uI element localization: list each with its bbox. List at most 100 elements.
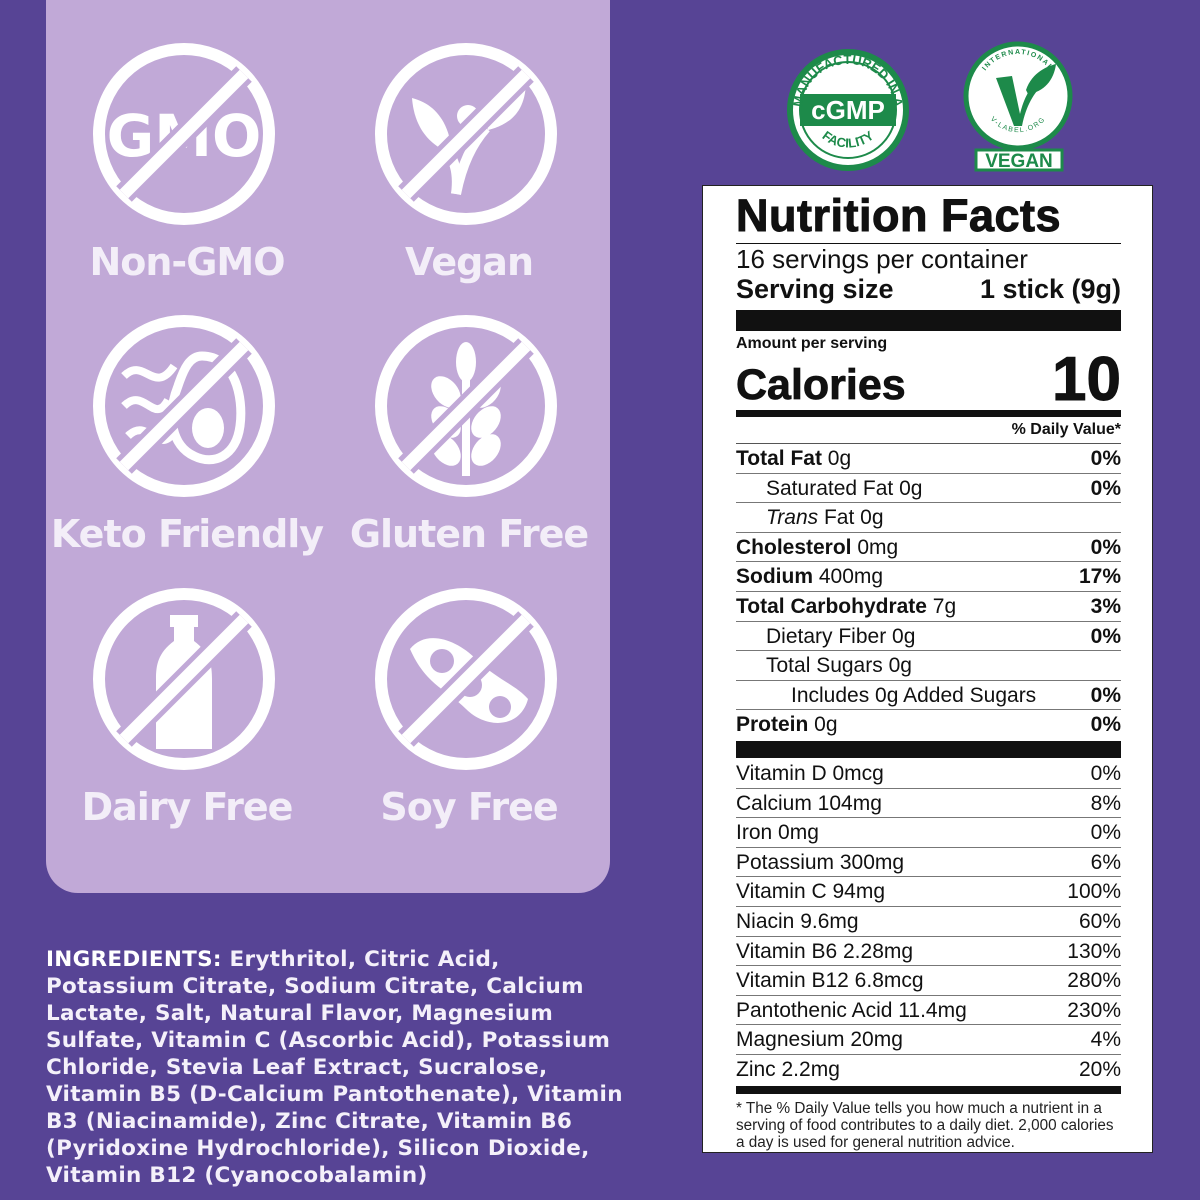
badge-vegan: Vegan (328, 0, 610, 284)
nutrition-facts-label: Nutrition Facts 16 servings per containe… (702, 185, 1153, 1153)
divider-medium (736, 410, 1121, 417)
vitamin-row: Zinc 2.2mg 20% (736, 1055, 1121, 1085)
nutrient-amount: 400mg (813, 565, 884, 589)
serving-size-value: 1 stick (9g) (979, 274, 1121, 304)
vitamin-row: Niacin 9.6mg 60% (736, 907, 1121, 937)
ingredients-list: INGREDIENTS: Erythritol, Citric Acid, Po… (46, 946, 626, 1189)
vitamin-name: Potassium 300mg (736, 850, 905, 874)
calories-row: Calories 10 (736, 345, 1122, 414)
badge-keto-friendly: Keto Friendly (46, 272, 328, 556)
cgmp-text: cGMP (811, 95, 885, 125)
nutrient-amount: 0g (821, 447, 852, 470)
wheat-icon (375, 315, 557, 497)
serving-size: Serving size 1 stick (9g) (736, 274, 1121, 304)
nutrient-row: Protein 0g 0% (736, 710, 1121, 740)
nutrient-name-italic: Trans (766, 506, 819, 530)
feature-panel: GMO Non-GMO Vegan Keto Friendly Gluten Free D… (46, 0, 610, 893)
nutrient-name: Saturated Fat 0g (766, 476, 923, 500)
nutrient-row: Total Carbohydrate 7g 3% (736, 592, 1121, 622)
footnote: * The % Daily Value tells you how much a… (736, 1100, 1114, 1152)
daily-value-header: % Daily Value* (736, 417, 1121, 444)
vitamin-name: Calcium 104mg (736, 791, 882, 815)
nutrient-name: Includes 0g Added Sugars (791, 683, 1037, 707)
daily-value-percent: 130% (1067, 939, 1121, 963)
badge-label: Soy Free (380, 785, 558, 829)
divider-medium (736, 1086, 1121, 1095)
vitamin-name: Magnesium 20mg (736, 1028, 903, 1052)
nutrient-row: Trans Fat 0g (736, 503, 1121, 533)
cgmp-seal-icon: cGMP MANUFACTURED IN A FACILITY (787, 49, 909, 171)
vitamin-name: Iron 0mg (736, 821, 819, 845)
nutrient-name: Total Sugars 0g (766, 654, 912, 678)
vitamin-row: Vitamin D 0mcg 0% (736, 759, 1121, 789)
calories-value: 10 (1052, 345, 1122, 414)
daily-value-percent: 6% (1090, 850, 1121, 874)
vitamin-name: Niacin 9.6mg (736, 909, 859, 933)
nutrient-name: Fat 0g (818, 506, 884, 530)
cgmp-bottom-text: FACILITY (820, 128, 877, 151)
vitamin-row: Calcium 104mg 8% (736, 789, 1121, 819)
nutrient-name: Dietary Fiber 0g (766, 624, 916, 648)
serving-size-label: Serving size (736, 274, 894, 304)
nutrient-name: Protein (736, 713, 809, 737)
nutrient-row: Saturated Fat 0g 0% (736, 474, 1121, 504)
vitamin-row: Iron 0mg 0% (736, 818, 1121, 848)
daily-value-percent: 0% (1090, 476, 1121, 500)
vitamin-name: Pantothenic Acid 11.4mg (736, 998, 967, 1022)
badge-label: Vegan (405, 240, 534, 284)
daily-value-percent: 0% (1090, 821, 1121, 845)
daily-value-percent: 0% (1090, 683, 1121, 707)
vitamin-name: Vitamin D 0mcg (736, 761, 884, 785)
nutrient-row: Includes 0g Added Sugars 0% (736, 681, 1121, 711)
daily-value-percent: 230% (1067, 998, 1121, 1022)
nutrient-amount: 0mg (851, 535, 899, 559)
daily-value-percent: 0% (1090, 447, 1121, 470)
daily-value-percent: 60% (1078, 909, 1121, 933)
vitamin-row: Vitamin B12 6.8mcg 280% (736, 966, 1121, 996)
daily-value-percent: 8% (1090, 791, 1121, 815)
nutrient-row: Total Fat 0g 0% (736, 444, 1121, 474)
avocado-icon (93, 315, 275, 497)
daily-value-percent: 20% (1078, 1057, 1121, 1081)
nutrition-title: Nutrition Facts (736, 190, 1062, 242)
calories-label: Calories (736, 361, 907, 409)
vitamin-name: Zinc 2.2mg (736, 1057, 840, 1081)
badge-gluten-free: Gluten Free (328, 272, 610, 556)
nutrient-row: Cholesterol 0mg 0% (736, 533, 1121, 563)
ingredients-text: Erythritol, Citric Acid, Potassium Citra… (46, 947, 623, 1188)
daily-value-percent: 100% (1067, 880, 1121, 904)
daily-value-percent: 0% (1090, 761, 1121, 785)
badge-label: Dairy Free (81, 785, 294, 829)
badge-label: Non-GMO (89, 240, 285, 284)
daily-value-percent: 0% (1090, 624, 1121, 648)
nutrient-amount: 0g (808, 713, 838, 737)
vitamin-row: Vitamin B6 2.28mg 130% (736, 937, 1121, 967)
svg-text:FACILITY: FACILITY (820, 128, 877, 151)
divider-thick (736, 310, 1121, 331)
daily-value-percent: 280% (1067, 969, 1121, 993)
nutrient-row: Sodium 400mg 17% (736, 562, 1121, 592)
divider-thick (736, 740, 1121, 758)
ingredients-heading: INGREDIENTS: (46, 947, 222, 972)
amount-per-serving: Amount per serving (736, 335, 888, 352)
nutrient-name: Cholesterol (736, 535, 852, 559)
daily-value-percent: 17% (1078, 565, 1121, 589)
nutrient-name: Total Fat (736, 447, 822, 470)
badge-dairy-free: Dairy Free (46, 545, 328, 829)
vitamin-name: Vitamin C 94mg (736, 880, 886, 904)
daily-value-percent: 0% (1090, 713, 1121, 737)
milk-bottle-icon (93, 588, 275, 770)
nutrient-amount: 7g (926, 594, 957, 618)
servings-per-container: 16 servings per container (736, 244, 1028, 274)
nutrient-row: Dietary Fiber 0g 0% (736, 622, 1121, 652)
vitamin-name: Vitamin B6 2.28mg (736, 939, 914, 963)
gmo-icon: GMO (93, 43, 275, 225)
nutrient-name: Total Carbohydrate (736, 594, 927, 618)
nutrient-row: Total Sugars 0g (736, 651, 1121, 681)
badge-non-gmo: GMO Non-GMO (46, 0, 328, 284)
vitamin-name: Vitamin B12 6.8mcg (736, 969, 924, 993)
badge-label: Keto Friendly (50, 512, 324, 556)
badge-label: Gluten Free (349, 512, 589, 556)
vitamin-row: Magnesium 20mg 4% (736, 1025, 1121, 1055)
vitamin-row: Potassium 300mg 6% (736, 848, 1121, 878)
